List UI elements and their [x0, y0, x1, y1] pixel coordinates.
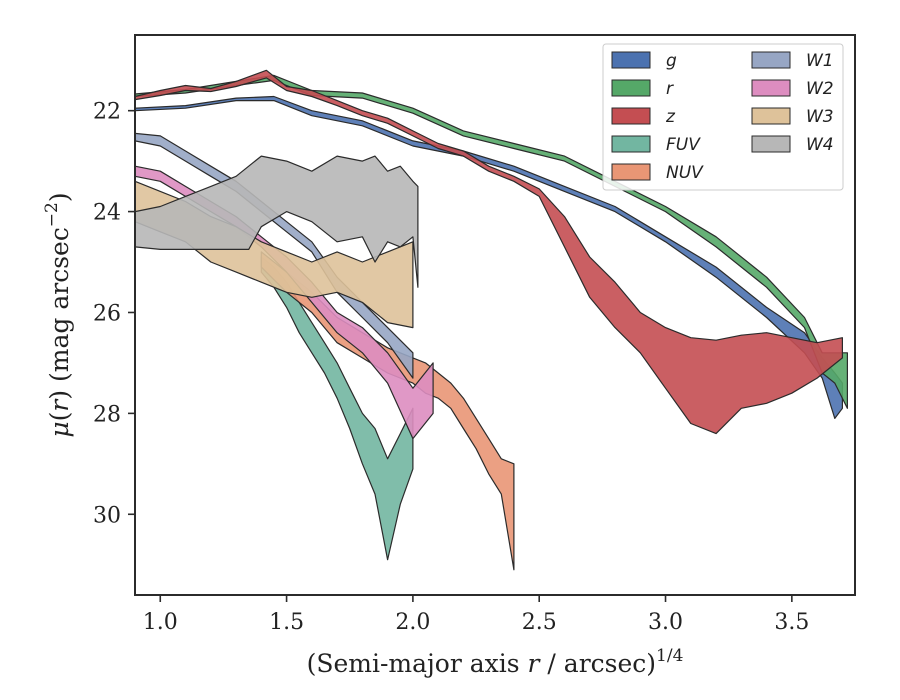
- y-axis-label: μ(r) (mag arcsec−2): [42, 192, 74, 437]
- y-tick-label: 24: [93, 201, 121, 226]
- legend-swatch-r: [611, 79, 651, 97]
- legend: grz FUV NUV W1 W2 W3 W4: [602, 43, 844, 191]
- y-axis: 22 24 26 28 30: [93, 100, 135, 528]
- legend-swatch-w1: [751, 51, 791, 69]
- band-fuv: [260, 256, 414, 561]
- x-tick-label: 2.0: [395, 610, 430, 635]
- legend-label-fuv: FUV: [666, 135, 701, 155]
- x-tick-label: 1.0: [143, 610, 178, 635]
- band-r: [134, 74, 849, 409]
- x-tick-label: 3.0: [648, 610, 683, 635]
- y-tick-label: 30: [93, 503, 121, 528]
- legend-label-nuv: NUV: [666, 163, 704, 183]
- y-tick-label: 26: [93, 301, 121, 326]
- band-w4: [134, 155, 419, 288]
- x-axis: 1.0 1.5 2.0 2.5 3.0 3.5: [143, 595, 809, 635]
- plot-frame: [134, 34, 856, 596]
- x-axis-label: (Semi-major axis r / arcsec)1/4: [307, 646, 684, 678]
- series-bands: [134, 69, 849, 571]
- legend-label-w1: W1: [806, 51, 834, 71]
- x-tick-label: 2.5: [522, 610, 557, 635]
- legend-swatch-fuv: [611, 135, 651, 153]
- legend-label-w3: W3: [806, 107, 834, 127]
- legend-label-w4: W4: [806, 135, 834, 155]
- legend-swatch-g: [611, 51, 651, 69]
- legend-label-r: r: [666, 79, 674, 99]
- y-tick-label: 28: [93, 402, 121, 427]
- legend-label-g: g: [666, 51, 677, 71]
- x-tick-label: 1.5: [269, 610, 304, 635]
- band-z: [134, 69, 844, 435]
- band-g: [134, 95, 844, 419]
- legend-swatch-w4: [751, 135, 791, 153]
- legend-swatch-nuv: [611, 163, 651, 181]
- x-tick-label: 3.5: [774, 610, 809, 635]
- legend-swatch-z: [611, 107, 651, 125]
- legend-swatch-w2: [751, 79, 791, 97]
- legend-swatch-w3: [751, 107, 791, 125]
- legend-label-w2: W2: [806, 79, 834, 99]
- y-tick-label: 22: [93, 100, 121, 125]
- legend-label-z: z: [665, 107, 676, 127]
